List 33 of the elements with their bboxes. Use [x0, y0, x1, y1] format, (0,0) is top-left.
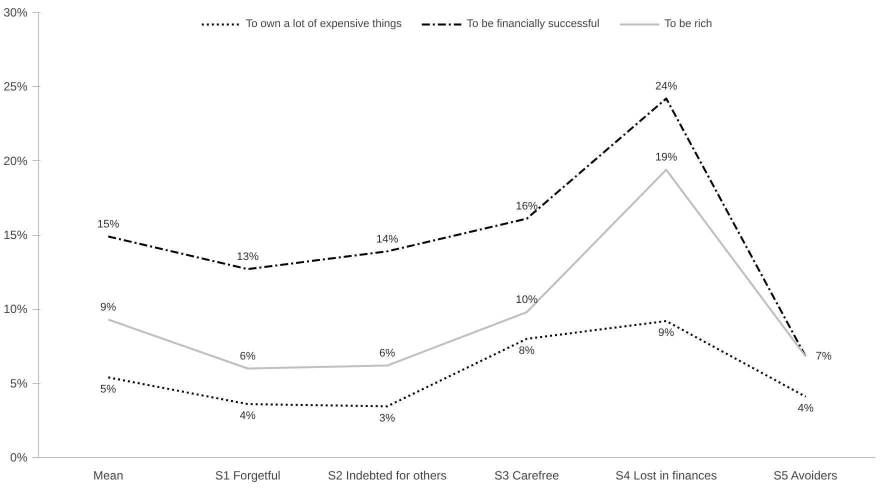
- data-label: 3%: [379, 412, 396, 424]
- legend-label: To be financially successful: [466, 18, 600, 30]
- y-tick-label: 20%: [3, 154, 28, 168]
- data-label: 9%: [100, 302, 116, 314]
- data-label: 10%: [516, 294, 538, 306]
- data-label: 19%: [655, 152, 678, 164]
- x-tick-label: Mean: [93, 468, 124, 482]
- x-tick-label: S5 Avoiders: [774, 468, 838, 482]
- x-tick-label: S4 Lost in finances: [616, 468, 717, 482]
- data-label: 5%: [100, 383, 116, 396]
- data-label: 24%: [655, 80, 678, 93]
- data-label: 16%: [516, 200, 538, 213]
- data-label: 6%: [240, 350, 256, 362]
- x-tick-label: S3 Carefree: [494, 468, 560, 482]
- data-label: 4%: [798, 402, 814, 415]
- y-tick-label: 25%: [3, 80, 28, 94]
- x-tick-label: S2 Indebted for others: [328, 468, 447, 482]
- data-label: 13%: [236, 251, 259, 264]
- y-tick-label: 10%: [3, 302, 28, 316]
- data-label: 6%: [379, 348, 396, 360]
- legend-label: To be rich: [664, 18, 712, 30]
- x-tick-label: S1 Forgetful: [215, 468, 280, 482]
- y-tick-label: 5%: [10, 376, 28, 390]
- data-label: 4%: [240, 410, 256, 422]
- data-label: 9%: [658, 327, 674, 340]
- y-tick-label: 15%: [3, 228, 28, 242]
- data-label: 7%: [816, 350, 832, 363]
- data-label: 14%: [376, 233, 398, 246]
- data-label: 15%: [97, 218, 120, 230]
- legend-label: To own a lot of expensive things: [246, 18, 402, 30]
- data-label: 8%: [518, 344, 535, 357]
- y-tick-label: 0%: [10, 450, 28, 464]
- y-tick-label: 30%: [3, 6, 28, 20]
